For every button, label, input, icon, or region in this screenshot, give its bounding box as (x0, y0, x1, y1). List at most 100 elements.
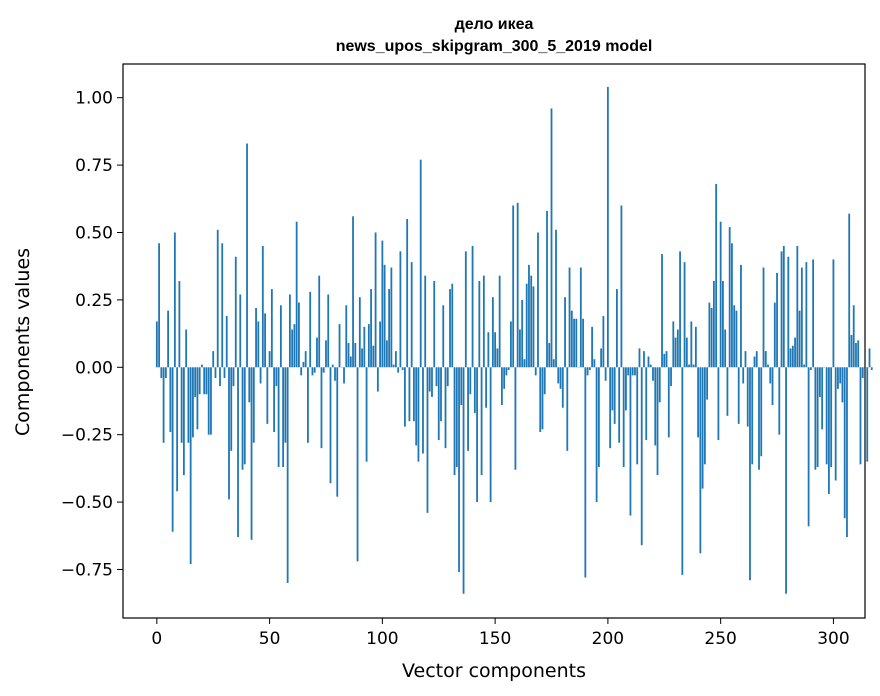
bar (559, 367, 562, 389)
bar (692, 364, 695, 368)
bar (694, 326, 697, 368)
bar (440, 367, 442, 422)
y-tick-label: −0.25 (61, 426, 113, 446)
bar (859, 367, 862, 465)
bar (731, 243, 733, 368)
bar (685, 337, 688, 368)
bar (528, 264, 530, 368)
bar (505, 367, 508, 376)
bar (753, 356, 756, 368)
bar (575, 318, 578, 368)
bar (552, 359, 555, 368)
bar (376, 367, 379, 392)
bar (796, 245, 799, 368)
bar (417, 367, 420, 462)
bar (275, 367, 278, 387)
bar (365, 367, 368, 462)
bar (286, 367, 289, 583)
bar (798, 310, 801, 368)
bar (345, 305, 348, 368)
chart-title-line2: news_upos_skipgram_300_5_2019 model (336, 38, 653, 55)
bar (261, 245, 264, 368)
bar (568, 267, 571, 368)
bar (173, 232, 176, 368)
x-tick-label: 50 (259, 629, 281, 649)
bar (356, 367, 359, 562)
bar (830, 367, 833, 468)
bar (769, 367, 772, 384)
bar (573, 318, 575, 368)
bar (291, 329, 294, 368)
bar (548, 343, 551, 368)
bar (379, 321, 381, 368)
bar (176, 367, 179, 492)
bar (697, 367, 699, 438)
bar (498, 275, 501, 368)
bar (422, 367, 424, 454)
bar (625, 367, 627, 411)
bar (722, 281, 724, 368)
bar (223, 367, 226, 379)
bar (255, 307, 257, 368)
bar (444, 367, 447, 449)
y-tick-label: 0.00 (75, 358, 113, 378)
bar (645, 367, 648, 441)
bar (622, 367, 625, 468)
bar (415, 367, 418, 446)
bar (764, 351, 767, 368)
bar (742, 367, 745, 384)
bar (735, 310, 738, 368)
bar (773, 302, 776, 368)
bar (791, 345, 794, 368)
bar (852, 305, 855, 368)
bar (171, 367, 174, 532)
bar (485, 367, 487, 408)
bar (460, 367, 463, 406)
bar (728, 227, 731, 368)
bar (473, 367, 476, 414)
bar (392, 364, 395, 368)
bar (390, 267, 393, 368)
y-tick-label: −0.75 (61, 560, 113, 580)
bar (839, 367, 842, 384)
bar (604, 367, 607, 381)
bar (771, 367, 774, 406)
bar (169, 367, 172, 432)
bar (555, 229, 557, 368)
bar (446, 367, 449, 387)
bar (703, 367, 706, 465)
bar (512, 205, 515, 368)
bar (185, 329, 188, 368)
bar (818, 367, 821, 397)
bar (706, 367, 709, 400)
bar (737, 367, 740, 424)
y-tick-label: 0.75 (75, 156, 113, 176)
bar (510, 321, 512, 368)
bar (277, 367, 280, 468)
bar (219, 367, 221, 387)
bar (699, 367, 702, 554)
bar (776, 272, 778, 368)
y-tick-label: 0.25 (75, 291, 113, 311)
bar (264, 313, 266, 368)
bar (155, 321, 158, 368)
x-tick-label: 150 (479, 629, 511, 649)
x-axis-label: Vector components (402, 660, 586, 682)
bar (855, 343, 857, 368)
bar (724, 329, 727, 368)
bar (210, 367, 212, 435)
bar (401, 367, 404, 370)
bar (593, 359, 596, 368)
bar (194, 367, 197, 397)
bar (329, 367, 332, 484)
bar (541, 367, 544, 430)
y-axis: −0.75 −0.50 −0.25 0.00 0.25 0.50 0.75 1.00 (61, 89, 123, 580)
bar (740, 264, 742, 368)
bar (821, 367, 824, 430)
bar (273, 367, 275, 432)
bar (464, 251, 467, 368)
bar (870, 367, 873, 370)
bar (785, 367, 787, 594)
bar (812, 259, 815, 368)
bar (866, 367, 869, 462)
